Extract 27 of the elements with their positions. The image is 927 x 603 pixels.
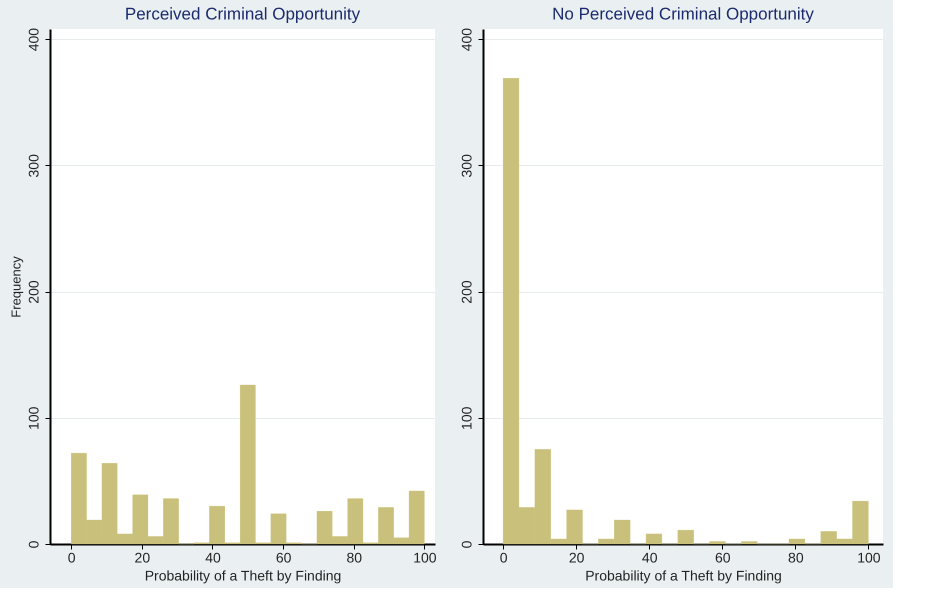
y-tick-label: 200: [458, 280, 474, 304]
y-tick-label: 100: [26, 406, 42, 430]
y-tick-label: 0: [458, 540, 474, 548]
x-tick-label: 100: [413, 550, 437, 566]
x-tick-label: 40: [642, 550, 658, 566]
x-tick-label: 100: [857, 550, 881, 566]
y-tick-label: 400: [458, 28, 474, 52]
x-tick-label: 80: [788, 550, 804, 566]
y-tick-label: 300: [26, 154, 42, 178]
y-tick-label: 300: [458, 154, 474, 178]
x-tick-label: 40: [205, 550, 221, 566]
x-tick-label: 20: [568, 550, 585, 566]
chart-title: Perceived Criminal Opportunity: [124, 4, 361, 24]
x-tick-label: 60: [714, 550, 731, 566]
x-tick-label: 20: [134, 550, 150, 566]
chart-title: No Perceived Criminal Opportunity: [552, 4, 814, 24]
x-tick-label: 60: [276, 550, 292, 566]
y-tick-label: 100: [458, 406, 474, 430]
x-tick-label: 0: [68, 550, 76, 566]
x-axis-title: Probability of a Theft by Finding: [585, 568, 782, 584]
y-tick-label: 0: [26, 540, 42, 548]
y-tick-label: 400: [26, 28, 42, 52]
x-axis-title: Probability of a Theft by Finding: [144, 568, 342, 584]
x-tick-label: 80: [346, 550, 362, 566]
x-tick-label: 0: [500, 550, 508, 566]
y-axis-title: Frequency: [8, 256, 24, 318]
y-tick-label: 200: [26, 280, 42, 304]
